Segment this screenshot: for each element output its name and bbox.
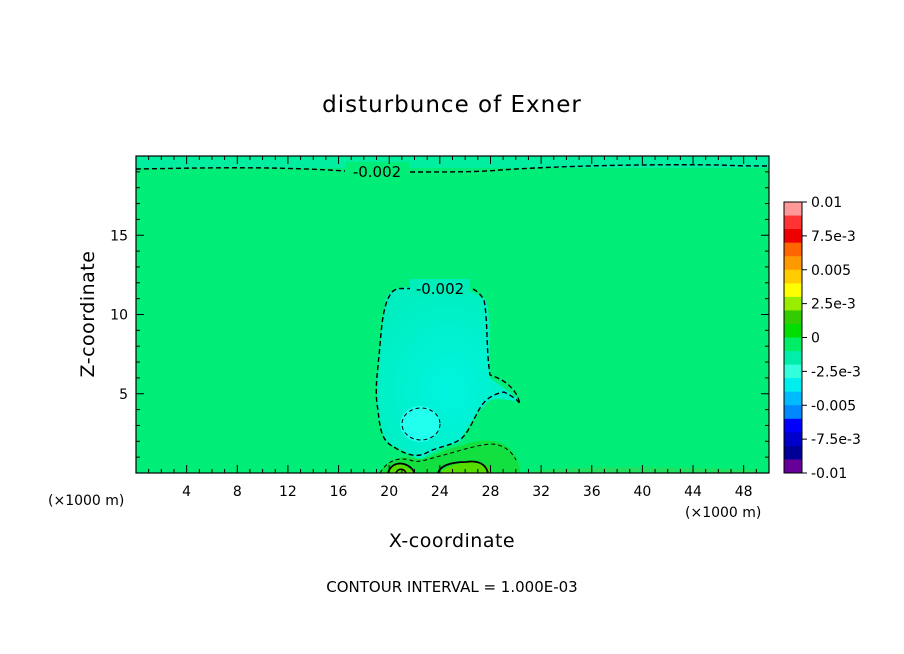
contour-surface-solid	[387, 460, 489, 474]
colorbar-swatch	[784, 310, 802, 325]
chart-title: disturbunce of Exner	[322, 92, 582, 118]
colorbar-swatch	[784, 323, 802, 338]
x-tick-label: 12	[279, 484, 297, 500]
contour-label-bg-plume	[410, 279, 470, 296]
surface-tail	[520, 467, 760, 473]
colorbar-label: 2.5e-3	[811, 297, 856, 313]
contour-top	[135, 164, 770, 173]
colorbar-swatch	[784, 418, 802, 433]
x-tick-label: 8	[233, 484, 242, 500]
colorbar-swatch	[784, 364, 802, 379]
contour-surface-dashed	[379, 443, 517, 474]
colorbar-label: -7.5e-3	[811, 432, 861, 448]
colorbar-swatch	[784, 432, 802, 447]
y-tick-label: 15	[110, 228, 128, 244]
colorbar-swatch	[784, 283, 802, 298]
y-axis: 5 10 15	[110, 171, 769, 458]
x-axis-label: X-coordinate	[389, 530, 515, 552]
y-tick-label: 5	[119, 387, 128, 403]
x-tick-label: 28	[482, 484, 500, 500]
x-axis: 4 8 12 16 20 24 28 32 36 40 44 48	[148, 156, 757, 500]
colorbar-label: -2.5e-3	[811, 364, 861, 380]
colorbar-swatch	[784, 337, 802, 352]
colorbar-swatch	[784, 351, 802, 366]
x-unit-right: (×1000 m)	[685, 505, 761, 521]
colorbar-swatch	[784, 391, 802, 406]
colorbar-label: 0.01	[811, 195, 842, 211]
colorbar-label: 0	[811, 331, 820, 347]
contour-label-top: -0.002	[353, 163, 401, 181]
contour-label-plume: -0.002	[416, 280, 464, 298]
contour-label-bg-top	[345, 162, 409, 179]
negative-core	[400, 406, 440, 442]
colorbar-label: -0.01	[811, 466, 847, 482]
colorbar-label: 7.5e-3	[811, 229, 856, 245]
colorbar-swatch	[784, 445, 802, 460]
colorbar-swatch	[784, 256, 802, 271]
contour-interval-note: CONTOUR INTERVAL = 1.000E-03	[326, 578, 577, 596]
colorbar-swatch	[784, 215, 802, 230]
colorbar-label: -0.005	[811, 398, 856, 414]
colorbar-swatch	[784, 269, 802, 284]
x-tick-label: 20	[380, 484, 398, 500]
contour-core	[401, 407, 441, 441]
colorbar-swatch	[784, 296, 802, 311]
positive-surface-region	[380, 440, 520, 473]
x-tick-label: 16	[330, 484, 348, 500]
colorbar-swatch	[784, 229, 802, 244]
colorbar: 0.01 7.5e-3 0.005 2.5e-3 0 -2.5e-3 -0.005 -7.5e…	[783, 195, 861, 482]
x-tick-label: 36	[583, 484, 601, 500]
contour-plume	[375, 287, 521, 456]
x-unit-left: (×1000 m)	[48, 493, 124, 509]
colorbar-swatch	[784, 405, 802, 420]
x-tick-label: 24	[431, 484, 449, 500]
contour-surface-inner	[395, 468, 407, 474]
colorbar-swatch	[784, 202, 802, 217]
y-axis-label: Z-coordinate	[77, 251, 99, 378]
x-tick-label: 4	[182, 484, 191, 500]
x-tick-label: 32	[532, 484, 550, 500]
x-tick-label: 44	[684, 484, 702, 500]
x-tick-label: 48	[735, 484, 753, 500]
y-tick-label: 10	[110, 308, 128, 324]
colorbar-swatch	[784, 378, 802, 393]
contour-lines	[135, 164, 770, 474]
colorbar-swatch	[784, 242, 802, 257]
colorbar-swatch	[784, 459, 802, 474]
colorbar-label: 0.005	[811, 263, 851, 279]
x-tick-label: 40	[633, 484, 651, 500]
